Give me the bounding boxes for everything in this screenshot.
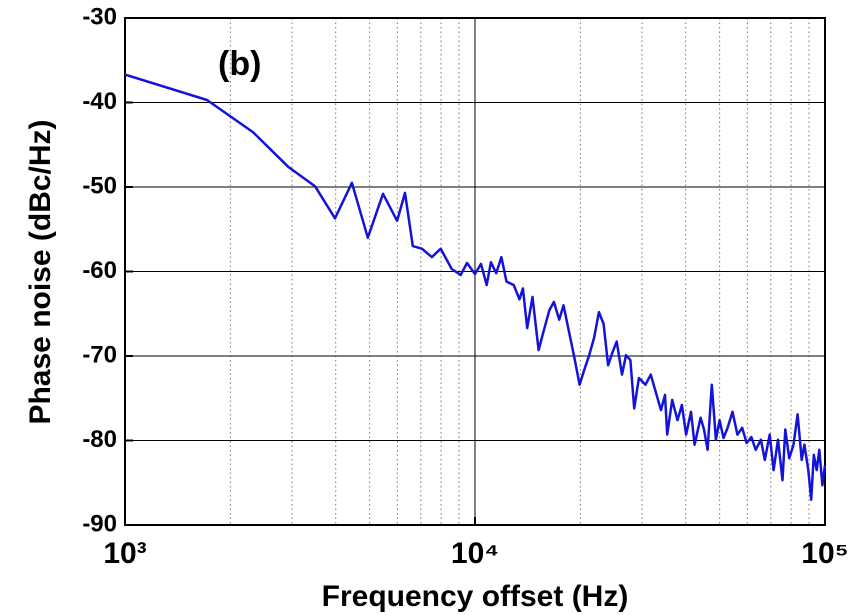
y-tick-label: -80 <box>82 426 117 453</box>
x-axis-label: Frequency offset (Hz) <box>322 580 629 613</box>
data-line <box>124 73 827 501</box>
y-tick-label: -30 <box>82 3 117 30</box>
y-tick-label: -50 <box>82 172 117 199</box>
y-tick-label: -70 <box>82 341 117 368</box>
y-tick-label: -60 <box>82 257 117 284</box>
y-axis-label: Phase noise (dBc/Hz) <box>24 119 57 424</box>
y-tick-label: -40 <box>82 88 117 115</box>
x-tick-label: 10³ <box>103 537 146 570</box>
y-tick-label: -90 <box>82 510 117 537</box>
x-tick-label: 10⁴ <box>451 537 499 570</box>
x-tick-label: 10⁵ <box>801 537 848 570</box>
plot-frame <box>124 17 826 526</box>
panel-annotation: (b) <box>218 45 261 83</box>
